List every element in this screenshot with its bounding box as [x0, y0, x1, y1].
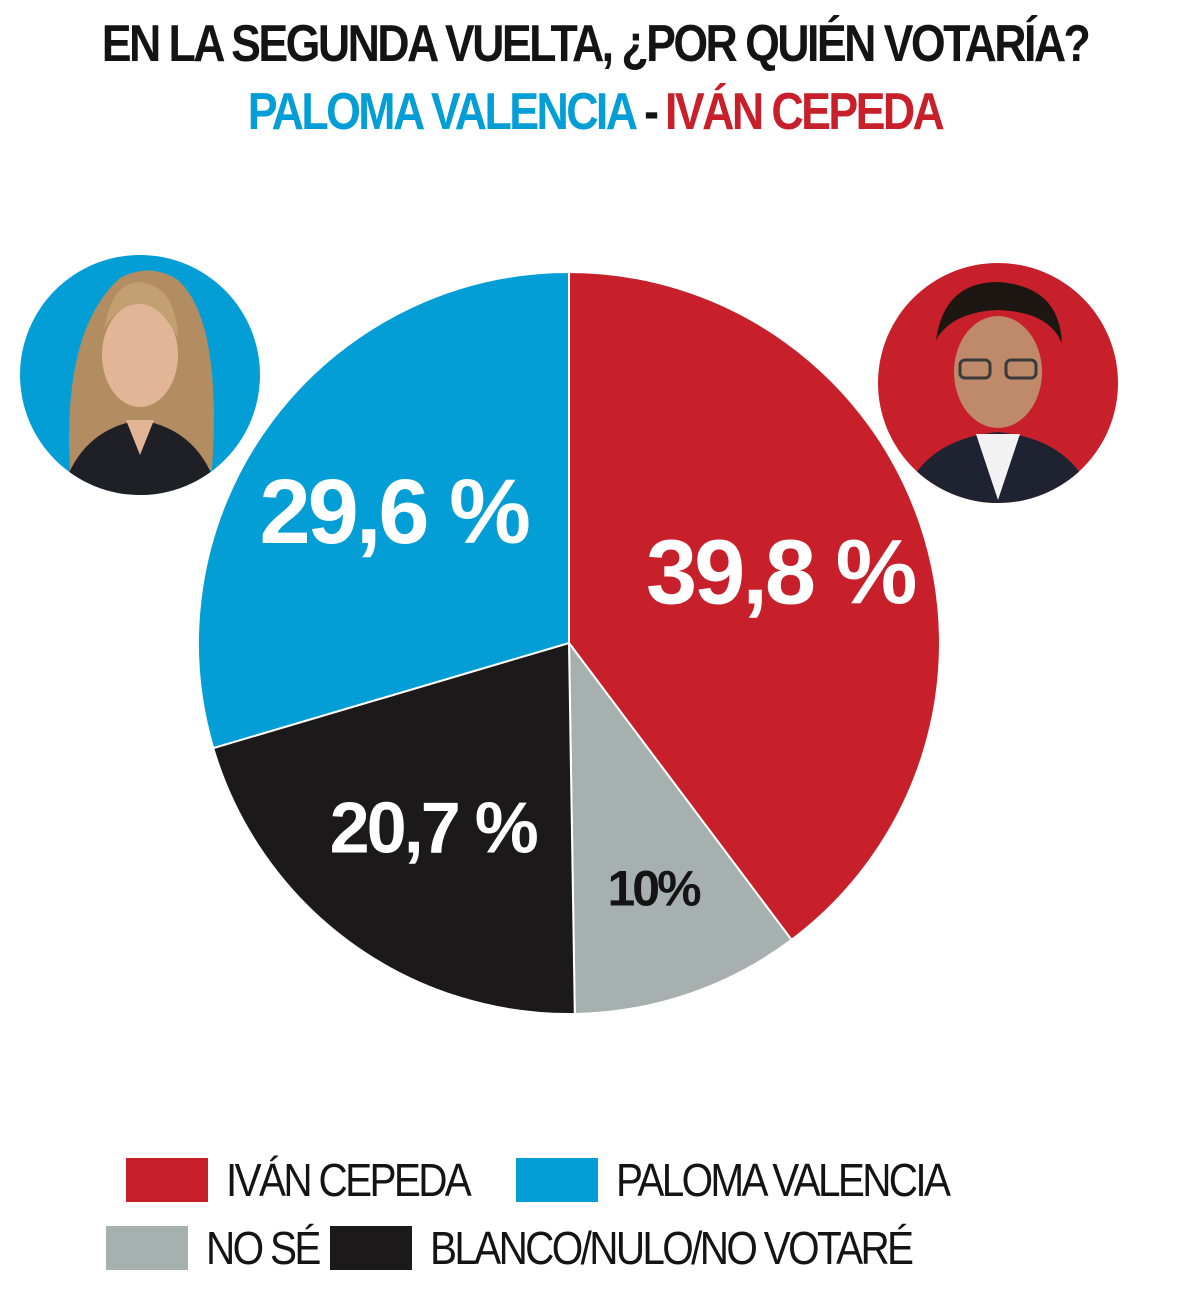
subtitle-separator: - [644, 83, 659, 141]
pie-slices [197, 270, 941, 1015]
chart-legend: IVÁN CEPEDA PALOMA VALENCIA NO SÉ BLANCO… [0, 1150, 1190, 1280]
legend-swatch-nose [106, 1226, 188, 1270]
legend-label-blanco: BLANCO/NULO/NO VOTARÉ [430, 1222, 914, 1274]
pie-slice-valencia [197, 270, 570, 750]
legend-item-nose: NO SÉ [106, 1221, 334, 1275]
pie-slice-nose [567, 639, 793, 1015]
legend-item-valencia: PALOMA VALENCIA [516, 1153, 994, 1207]
pie-slice-labels: 39,8 % 10% 20,7 % 29,6 % [259, 461, 918, 917]
pie-slice-cepeda [568, 270, 941, 942]
legend-item-cepeda: IVÁN CEPEDA [126, 1153, 502, 1207]
subtitle-cepeda: IVÁN CEPEDA [665, 83, 945, 141]
subtitle-valencia: PALOMA VALENCIA [247, 83, 638, 141]
legend-swatch-valencia [516, 1158, 599, 1202]
pie-label-blanco: 20,7 % [330, 788, 538, 868]
legend-item-blanco: BLANCO/NULO/NO VOTARÉ [330, 1221, 977, 1275]
legend-row-2: NO SÉ BLANCO/NULO/NO VOTARÉ [106, 1218, 1003, 1278]
woman-portrait-icon [20, 255, 260, 495]
legend-row-1: IVÁN CEPEDA PALOMA VALENCIA [126, 1150, 1020, 1210]
legend-label-valencia: PALOMA VALENCIA [616, 1154, 951, 1206]
legend-label-nose: NO SÉ [206, 1222, 321, 1274]
pie-label-cepeda: 39,8 % [646, 522, 916, 624]
chart-subtitle: PALOMA VALENCIA - IVÁN CEPEDA [83, 82, 1106, 142]
chart-title: EN LA SEGUNDA VUELTA, ¿POR QUIÉN VOTARÍA… [101, 15, 1091, 73]
legend-swatch-blanco [330, 1226, 413, 1270]
legend-label-cepeda: IVÁN CEPEDA [226, 1154, 472, 1206]
pie-label-nose: 10% [607, 861, 701, 917]
legend-swatch-cepeda [126, 1158, 208, 1202]
pie-slice-blanco [211, 641, 576, 1015]
pie-label-valencia: 29,6 % [259, 461, 529, 563]
man-portrait-icon [878, 263, 1118, 503]
